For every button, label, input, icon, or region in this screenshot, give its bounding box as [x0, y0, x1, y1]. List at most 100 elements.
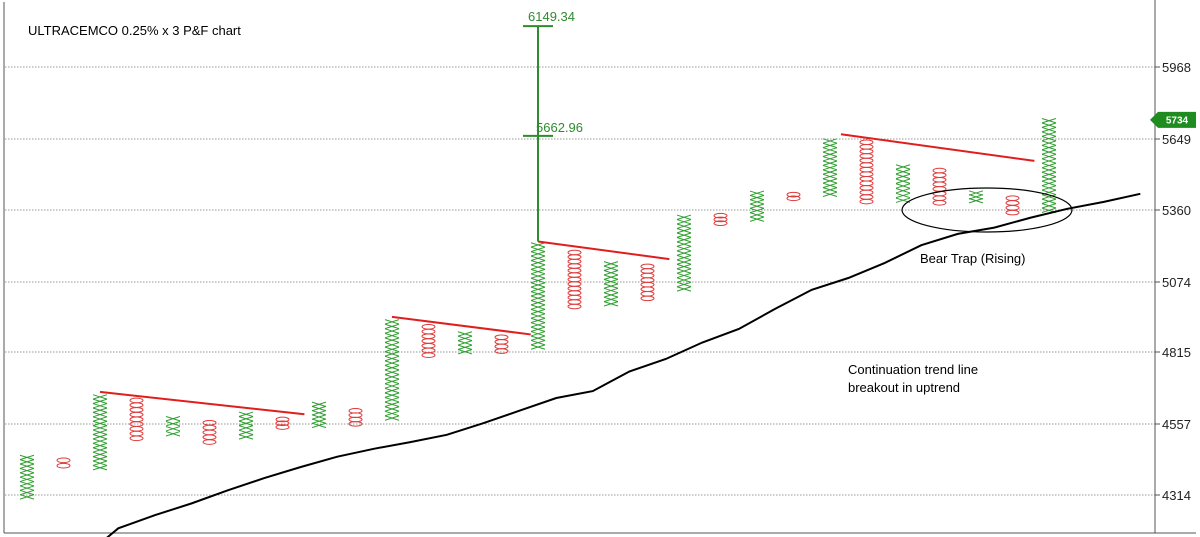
o-box	[275, 420, 290, 427]
x-column	[238, 411, 254, 440]
x-box	[603, 283, 619, 289]
x-box	[603, 292, 619, 298]
x-box	[238, 416, 254, 422]
x-box	[1041, 162, 1057, 169]
o-box	[421, 352, 436, 359]
x-box	[676, 223, 692, 229]
o-column	[275, 416, 290, 430]
x-box	[457, 335, 473, 342]
x-box	[603, 287, 619, 294]
o-column	[202, 419, 217, 445]
x-box	[1041, 153, 1057, 160]
x-box	[530, 339, 546, 346]
x-box	[384, 383, 400, 389]
x-box	[384, 337, 400, 343]
measured-move: 6149.34 5662.96	[523, 9, 583, 242]
x-box	[530, 308, 546, 315]
o-column	[786, 191, 801, 202]
x-box	[92, 429, 108, 435]
x-box	[1041, 126, 1057, 133]
x-box	[92, 420, 108, 427]
x-box	[822, 160, 838, 166]
x-box	[384, 328, 400, 334]
x-box	[603, 265, 619, 271]
x-box	[238, 420, 254, 427]
x-box	[530, 322, 546, 328]
x-box	[384, 406, 400, 412]
x-box	[676, 228, 692, 234]
o-column	[567, 249, 582, 310]
moving-average-line	[106, 192, 1141, 537]
x-box	[1041, 118, 1057, 124]
x-box	[92, 460, 108, 466]
x-box	[1041, 131, 1057, 137]
trend-lines	[99, 133, 1035, 416]
x-box	[19, 472, 35, 478]
o-column	[1005, 195, 1020, 216]
x-box	[603, 296, 619, 303]
x-box	[530, 344, 546, 350]
x-box	[530, 331, 546, 337]
x-box	[530, 246, 546, 253]
x-box	[530, 282, 546, 288]
x-box	[1041, 144, 1057, 151]
x-box	[530, 299, 546, 306]
x-box	[530, 335, 546, 341]
x-box	[822, 191, 838, 197]
x-box	[676, 250, 692, 256]
x-box	[311, 422, 327, 429]
x-box	[1041, 122, 1057, 128]
x-box	[1041, 167, 1057, 173]
o-column	[421, 324, 436, 359]
x-box	[676, 263, 692, 270]
x-column	[19, 454, 35, 500]
x-box	[822, 156, 838, 162]
x-box	[384, 351, 400, 357]
x-box	[384, 319, 400, 325]
x-box	[238, 434, 254, 440]
x-box	[311, 414, 327, 420]
x-box	[676, 241, 692, 247]
x-box	[384, 360, 400, 366]
x-box	[895, 178, 911, 184]
y-tick-label: 4314	[1162, 488, 1191, 503]
moving-average	[106, 192, 1141, 537]
o-column	[129, 397, 144, 442]
x-box	[676, 281, 692, 288]
x-box	[676, 214, 692, 220]
x-box	[384, 355, 400, 362]
x-box	[822, 164, 838, 171]
x-box	[92, 398, 108, 405]
o-box	[786, 191, 801, 198]
x-box	[1041, 194, 1057, 200]
x-box	[822, 151, 838, 157]
x-box	[822, 178, 838, 184]
x-box	[19, 467, 35, 474]
x-box	[676, 219, 692, 225]
bear-trap-annotation: Bear Trap (Rising)	[920, 251, 1025, 266]
x-box	[384, 392, 400, 398]
o-box	[56, 457, 71, 464]
x-box	[384, 378, 400, 385]
x-box	[1041, 180, 1057, 187]
x-box	[1041, 185, 1057, 191]
x-box	[822, 142, 838, 149]
x-box	[822, 138, 838, 144]
x-box	[530, 304, 546, 310]
x-box	[19, 481, 35, 487]
resistance-trend-line	[99, 390, 305, 416]
o-box	[56, 462, 71, 469]
x-box	[92, 438, 108, 444]
x-box	[676, 254, 692, 261]
x-box	[603, 270, 619, 276]
bear-trap-ellipse	[901, 187, 1073, 233]
x-box	[1041, 149, 1057, 155]
o-box	[348, 421, 363, 427]
x-box	[384, 369, 400, 375]
x-box	[968, 198, 984, 204]
x-box	[19, 476, 35, 483]
x-column	[311, 401, 327, 429]
x-box	[1041, 158, 1057, 164]
continuation-annotation-line2: breakout in uptrend	[848, 380, 960, 395]
x-box	[530, 255, 546, 261]
